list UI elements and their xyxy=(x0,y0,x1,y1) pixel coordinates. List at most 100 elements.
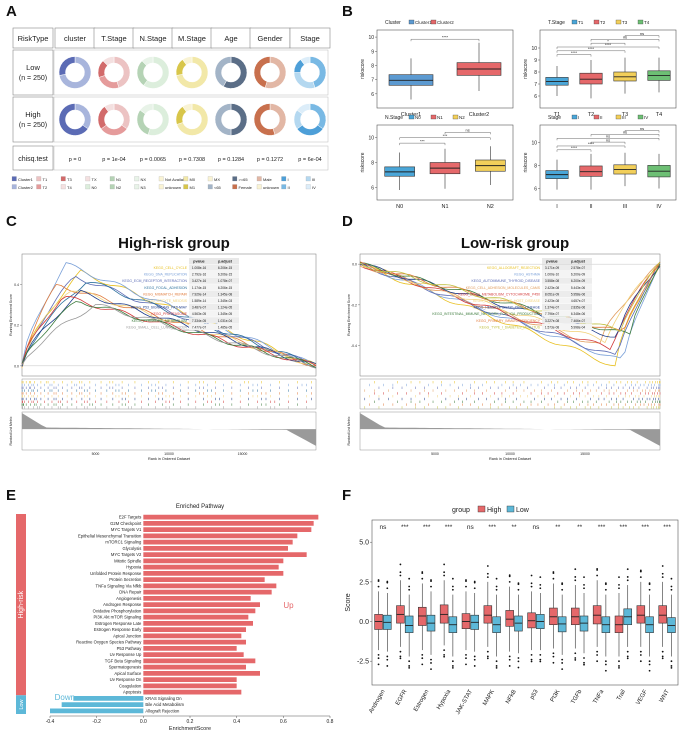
bar-category-label: mTORC1 Signaling xyxy=(105,540,142,545)
outlier xyxy=(552,652,555,655)
y-axis-label: riskscore xyxy=(360,152,366,172)
es-curve xyxy=(359,261,661,333)
outlier xyxy=(596,660,599,663)
signature-boxplot: 5.0 2.5 0.0 -2.5 Score group High Low ns Androgen… xyxy=(345,505,679,716)
outlier xyxy=(451,666,454,669)
outlier xyxy=(552,577,555,580)
gsea-title: High-risk group xyxy=(118,235,230,252)
table-row-bg xyxy=(542,304,592,311)
row-label-high: High xyxy=(25,110,40,119)
pathway-pvalue: 7.929e-14 xyxy=(192,292,207,296)
legend-swatch xyxy=(158,176,164,182)
y-tick-label: -2.5 xyxy=(357,659,369,666)
outlier xyxy=(618,665,620,667)
donut-slice xyxy=(102,56,115,66)
y-axis-label: Score xyxy=(345,593,352,611)
outlier xyxy=(451,665,454,667)
outlier xyxy=(604,669,607,672)
signif-label: *** xyxy=(641,524,649,531)
table-header-t-stage: T.Stage xyxy=(101,34,126,43)
y-tick-label: 7 xyxy=(534,82,537,88)
y-tick-label: 5.0 xyxy=(359,540,369,547)
signif-bracket xyxy=(624,130,660,133)
donut-slice xyxy=(58,103,89,136)
legend-swatch xyxy=(207,176,213,182)
signif-bracket xyxy=(399,142,446,146)
pathway-pvalue: 7.477e-07 xyxy=(192,325,207,329)
signif-bracket xyxy=(399,137,491,140)
legend-label: Cluster1 xyxy=(18,177,34,182)
outlier xyxy=(473,587,476,590)
boxplot-b3: 6 8 10 riskscore N0 N1 N2 *** *** ns N.Stage N0 N1 N2 xyxy=(360,114,514,210)
y-tick-label: 0.0 xyxy=(14,364,19,368)
pathway-pvalue: 2.423e-08 xyxy=(545,286,560,290)
outlier xyxy=(443,653,446,656)
legend-label: IV xyxy=(312,185,316,190)
bar-category-label: Epithelial Mesenchymal Transition xyxy=(78,533,142,538)
outlier xyxy=(670,588,673,591)
y-tick-label: 6 xyxy=(534,94,537,100)
outlier xyxy=(530,574,533,577)
outlier xyxy=(661,576,664,579)
es-curve xyxy=(21,269,317,366)
bar xyxy=(143,621,253,626)
pathway-pvalue: 1.374e-07 xyxy=(545,306,560,310)
es-curve xyxy=(21,303,317,369)
outlier xyxy=(377,653,380,656)
panel-letter-d: D xyxy=(342,213,353,230)
outlier xyxy=(473,580,476,583)
group-label-low: Low xyxy=(19,700,25,710)
signif-label: **** xyxy=(588,141,595,146)
signif-bracket xyxy=(590,43,626,46)
outlier xyxy=(618,666,620,669)
outlier xyxy=(421,657,424,660)
legend-swatch xyxy=(36,184,42,190)
outlier xyxy=(574,652,577,655)
outlier xyxy=(451,588,454,591)
outlier xyxy=(486,657,489,660)
box-body xyxy=(404,615,414,633)
legend-swatch xyxy=(134,176,140,182)
outlier xyxy=(574,576,577,578)
outlier xyxy=(473,655,476,658)
legend-label: T4 xyxy=(644,20,650,25)
bar-category-label: Oxidative Phosphorylation xyxy=(93,608,142,613)
x-tick-label: WNT xyxy=(659,689,671,704)
legend-label: T2 xyxy=(600,20,606,25)
outlier xyxy=(430,668,432,671)
y-axis-label: riskscore xyxy=(523,59,529,79)
pathway-padjust: 6.200e-09 xyxy=(571,279,586,283)
bar-category-label: Spermatogenesis xyxy=(109,665,142,670)
outlier xyxy=(626,657,629,660)
outlier xyxy=(561,658,564,661)
outlier xyxy=(552,655,555,658)
outlier xyxy=(495,660,498,663)
y-tick-label: 10 xyxy=(368,136,374,142)
pvalue-text: p = 0.1284 xyxy=(218,157,244,163)
legend-label: N2 xyxy=(116,185,122,190)
pathway-pvalue: 3.558e-08 xyxy=(545,279,560,283)
legend-label: N0 xyxy=(92,185,98,190)
legend-swatch xyxy=(408,114,415,120)
outlier xyxy=(596,574,599,577)
y-tick-label: 9 xyxy=(534,58,537,64)
outlier xyxy=(670,665,673,667)
pvalue-text: p = 6e-04 xyxy=(298,157,321,163)
metric-frame xyxy=(21,411,317,451)
donut-slice xyxy=(300,56,311,66)
legend-label: MX xyxy=(214,177,220,182)
donut-slice xyxy=(214,56,232,87)
legend-swatch xyxy=(232,184,238,190)
outlier xyxy=(473,665,476,667)
legend-label: T1 xyxy=(578,20,584,25)
signif-label: ns xyxy=(466,127,470,132)
outlier xyxy=(626,568,629,571)
table-row-bg xyxy=(189,323,239,330)
outlier xyxy=(377,663,380,666)
table-header-cluster: cluster xyxy=(64,34,87,43)
signif-label: *** xyxy=(663,524,671,531)
outlier xyxy=(596,654,599,656)
outlier xyxy=(508,580,511,583)
table-row-bg xyxy=(189,264,239,271)
x-tick-label: 5000 xyxy=(92,452,100,456)
